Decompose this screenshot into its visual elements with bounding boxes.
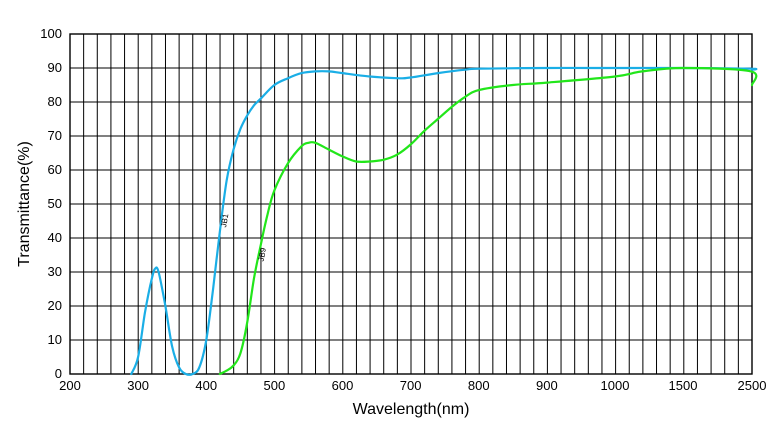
y-tick-label: 40 — [48, 230, 62, 245]
grid — [70, 34, 752, 374]
x-axis-title: Wavelength(nm) — [353, 401, 470, 418]
x-tick-label: 1000 — [601, 378, 630, 393]
y-tick-label: 10 — [48, 332, 62, 347]
x-tick-label: 2500 — [738, 378, 767, 393]
x-tick-label: 1500 — [669, 378, 698, 393]
x-tick-label: 500 — [264, 378, 286, 393]
y-tick-labels: 0 10 20 30 40 50 60 70 80 90 100 — [40, 26, 62, 381]
y-tick-label: 90 — [48, 60, 62, 75]
series-label-jb9: JB9 — [257, 246, 268, 262]
series-label-jb1: JB1 — [219, 212, 230, 228]
plot-frame — [69, 33, 753, 375]
x-tick-labels: 200 300 400 500 600 700 800 900 1000 1500 2500 — [59, 378, 766, 393]
x-tick-label: 900 — [536, 378, 558, 393]
x-tick-label: 300 — [127, 378, 149, 393]
series-layer: JB1 JB9 — [130, 66, 758, 376]
y-tick-label: 20 — [48, 298, 62, 313]
series-line-jb1 — [130, 66, 758, 376]
y-tick-label: 80 — [48, 94, 62, 109]
y-tick-label: 0 — [55, 366, 62, 381]
y-tick-label: 70 — [48, 128, 62, 143]
y-tick-label: 60 — [48, 162, 62, 177]
y-tick-label: 100 — [40, 26, 62, 41]
y-axis-title: Transmittance(%) — [16, 141, 33, 267]
y-tick-label: 30 — [48, 264, 62, 279]
y-tick-label: 50 — [48, 196, 62, 211]
series-line-jb9 — [218, 66, 758, 376]
x-tick-label: 200 — [59, 378, 81, 393]
x-tick-label: 600 — [332, 378, 354, 393]
x-tick-label: 800 — [468, 378, 490, 393]
x-tick-label: 700 — [400, 378, 422, 393]
x-tick-label: 400 — [195, 378, 217, 393]
